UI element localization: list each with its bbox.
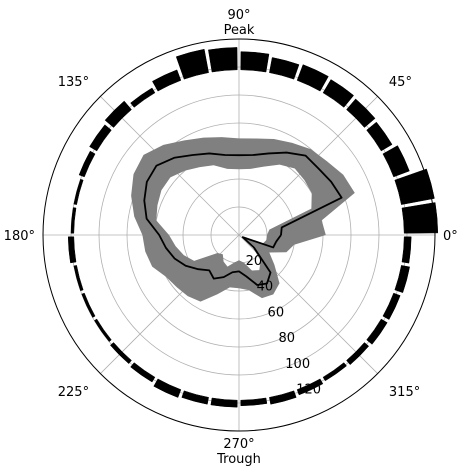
histogram-bar-1	[394, 168, 435, 205]
polar-outer-frame	[42, 38, 436, 432]
variance-band-layer	[131, 137, 355, 302]
histogram-bar-26	[210, 397, 238, 408]
radial-tick-label-80: 80	[278, 331, 295, 346]
histogram-bar-0	[401, 202, 439, 234]
histogram-bar-8	[240, 51, 270, 73]
histogram-bar-21	[94, 318, 112, 342]
histogram-bar-9	[208, 47, 238, 73]
angle-tick-label-0: 0°	[443, 229, 458, 244]
histogram-bar-27	[240, 397, 268, 407]
histogram-bar-20	[81, 292, 96, 318]
histogram-bar-16	[73, 178, 84, 205]
mean-line-layer	[143, 151, 343, 286]
angle-tick-label-225: 225°	[58, 385, 89, 400]
outer-frame-layer	[42, 38, 436, 432]
histogram-bar-18	[67, 236, 77, 264]
angle-tick-labels: 0° 45° 90°Peak 135° 180° 225° 270°Trough 315°	[4, 8, 458, 467]
angle-sublabel-peak: Peak	[224, 23, 255, 38]
histogram-bar-33	[382, 292, 401, 320]
histogram-bar-23	[130, 362, 156, 383]
histogram-bar-15	[78, 150, 96, 178]
histogram-bar-6	[296, 64, 329, 92]
histogram-bar-29	[296, 378, 324, 396]
histogram-bar-32	[366, 318, 388, 345]
angle-tick-label-135: 135°	[58, 75, 89, 90]
histogram-bar-13	[104, 100, 132, 128]
radial-tick-label-40: 40	[257, 280, 274, 295]
histogram-bar-7	[269, 57, 300, 80]
histogram-bar-31	[346, 342, 370, 366]
polar-grid	[43, 39, 435, 431]
radial-tick-label-20: 20	[246, 254, 263, 269]
histogram-layer	[67, 47, 439, 408]
histogram-bar-17	[70, 207, 77, 234]
angle-tick-label-315: 315°	[389, 385, 420, 400]
histogram-bar-28	[269, 390, 297, 405]
histogram-bar-24	[153, 378, 182, 398]
radial-tick-label-60: 60	[268, 305, 285, 320]
histogram-bar-4	[346, 98, 376, 128]
histogram-bar-12	[130, 87, 156, 108]
histogram-bar-34	[394, 265, 410, 293]
histogram-bar-30	[322, 362, 347, 382]
histogram-bar-22	[110, 342, 132, 364]
radial-tick-label-100: 100	[285, 357, 310, 372]
angle-sublabel-trough: Trough	[216, 452, 261, 467]
mean-line	[143, 151, 343, 286]
radial-tick-label-120: 120	[296, 383, 321, 398]
histogram-bar-35	[401, 236, 412, 264]
histogram-bar-25	[181, 390, 209, 405]
histogram-bar-5	[322, 79, 354, 108]
variance-band	[131, 137, 355, 302]
histogram-bar-14	[89, 124, 112, 152]
angle-tick-label-90: 90°	[227, 8, 250, 23]
histogram-bar-3	[366, 121, 393, 152]
angle-tick-label-45: 45°	[389, 75, 412, 90]
radial-tick-labels: 20 40 60 80 100 120	[246, 254, 321, 398]
angle-tick-label-270: 270°	[223, 437, 254, 452]
histogram-bar-11	[152, 69, 182, 92]
histogram-bar-19	[73, 265, 84, 292]
angle-tick-label-180: 180°	[4, 229, 35, 244]
histogram-bar-2	[382, 145, 410, 178]
histogram-bar-10	[175, 48, 209, 80]
